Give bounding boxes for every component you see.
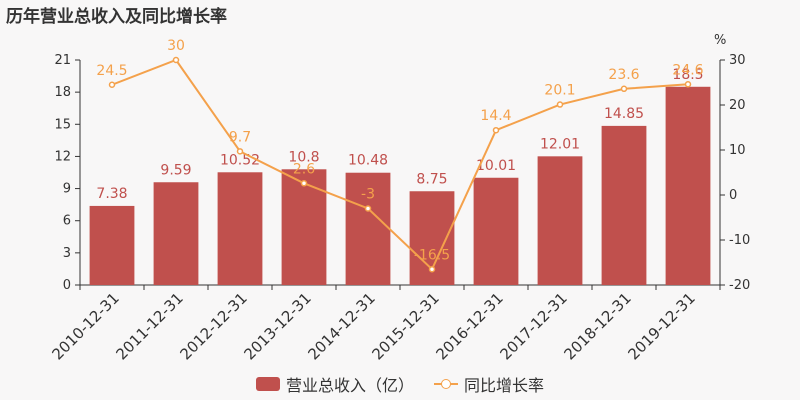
y-left-tick-label: 12 [54,149,71,164]
growth-data-label: 24.6 [672,62,703,78]
legend: 营业总收入（亿） 同比增长率 [0,372,800,396]
x-tick-label: 2013-12-31 [240,289,314,363]
growth-data-label: 30 [167,38,185,54]
bar[interactable] [89,205,135,285]
growth-data-label: 23.6 [608,67,639,83]
legend-item-growth[interactable]: 同比增长率 [434,372,544,396]
growth-data-label: 14.4 [480,108,511,124]
growth-data-label: -3 [361,187,375,203]
bar-data-label: 14.85 [604,106,644,122]
growth-point[interactable] [172,56,180,64]
y-left-tick-label: 18 [54,85,71,100]
x-tick-label: 2018-12-31 [560,289,634,363]
growth-point[interactable] [684,81,692,88]
y-right-tick-label: 30 [729,53,746,68]
bar-data-label: 12.01 [540,136,580,152]
bar-data-label: 10.8 [288,149,319,165]
y-left-tick-label: 15 [54,117,71,132]
bar-data-label: 7.38 [96,186,127,202]
x-tick-label: 2015-12-31 [368,289,442,363]
legend-label-revenue: 营业总收入（亿） [285,376,414,395]
legend-bar-swatch-icon [255,377,280,391]
bar-data-label: 8.75 [416,171,447,187]
growth-data-label: 2.6 [293,161,315,177]
bar[interactable] [281,169,327,285]
y-left-tick-label: 21 [54,53,71,68]
bar[interactable] [473,177,519,285]
y-left-tick-label: 3 [63,246,71,261]
bar[interactable] [153,182,199,285]
bar[interactable] [601,125,647,286]
bar-data-label: 10.01 [476,158,516,174]
y-left-tick-label: 0 [63,278,71,293]
growth-point[interactable] [236,148,244,155]
bar-data-label: 18.5 [672,67,703,83]
y-right-tick-label: 10 [729,143,746,158]
x-tick-label: 2014-12-31 [304,289,378,363]
y-right-tick-label: -20 [729,278,750,293]
x-tick-label: 2012-12-31 [176,289,250,363]
y-right-unit-label: % [714,33,726,48]
growth-point[interactable] [364,205,372,212]
x-tick-label: 2017-12-31 [496,289,570,363]
growth-data-label: 9.7 [229,129,251,145]
growth-point[interactable] [428,266,436,273]
growth-point[interactable] [556,101,564,108]
bar[interactable] [345,172,391,285]
x-tick-label: 2019-12-31 [624,289,698,363]
y-left-tick-label: 9 [63,182,71,197]
legend-label-growth: 同比增长率 [464,376,545,395]
bar-data-label: 10.48 [348,153,388,169]
combo-chart: 0 3 6 9 12 15 18 21 -20 -10 0 10 20 30% 2010-12-312011… [48,33,750,363]
chart-title: 历年营业总收入及同比增长率 [6,7,227,27]
x-tick-label: 2010-12-31 [48,289,122,363]
growth-data-label: 24.5 [96,63,127,79]
growth-point[interactable] [108,81,116,88]
bar[interactable] [217,172,263,285]
legend-item-revenue[interactable]: 营业总收入（亿） [255,372,414,396]
bar-data-label: 10.52 [220,152,260,168]
y-right-tick-label: -10 [729,233,750,248]
legend-line-marker-icon [434,377,458,391]
growth-point[interactable] [620,85,628,93]
growth-line [111,58,689,271]
bar-data-label: 9.59 [160,162,191,178]
bar[interactable] [665,86,711,286]
growth-data-label: 20.1 [544,83,575,99]
growth-point[interactable] [492,126,500,134]
x-tick-label: 2016-12-31 [432,289,506,363]
growth-data-label: -16.5 [414,247,450,263]
y-right-tick-label: 20 [729,98,746,113]
growth-point[interactable] [300,180,308,187]
x-tick-label: 2011-12-31 [112,289,186,363]
y-right-tick-label: 0 [729,188,737,203]
bar[interactable] [537,156,583,285]
y-left-tick-label: 6 [63,214,71,229]
